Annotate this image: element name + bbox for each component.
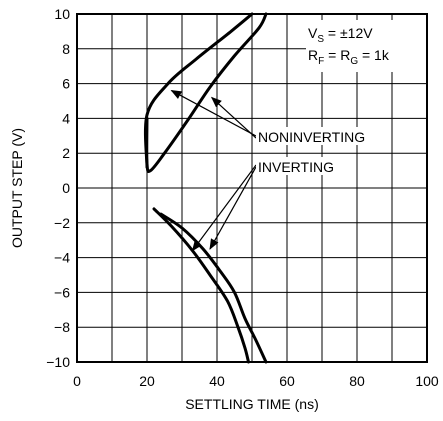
curve-3 xyxy=(152,207,250,364)
y-tick-label: 4 xyxy=(62,110,70,126)
resistor-label: RF = RG = 1k xyxy=(308,47,390,67)
y-tick-label: −6 xyxy=(54,284,70,300)
curve-1 xyxy=(143,12,254,169)
x-tick-label: 20 xyxy=(139,373,155,389)
y-tick-label: −10 xyxy=(46,354,70,370)
arrow-inverting-negative-2 xyxy=(209,166,257,250)
y-tick-label: 2 xyxy=(62,145,70,161)
x-tick-label: 80 xyxy=(349,373,365,389)
curve-2 xyxy=(145,12,268,173)
rg-r: = R xyxy=(324,47,350,63)
y-tick-label: −4 xyxy=(54,250,70,266)
y-tick-label: −2 xyxy=(54,215,70,231)
rf-sub: F xyxy=(318,56,324,67)
supply-value: = ±12V xyxy=(324,25,373,41)
x-axis-label: SETTLING TIME (ns) xyxy=(185,396,319,412)
rf-r: R xyxy=(308,47,318,63)
noninverting-label-bg xyxy=(256,127,384,145)
y-tick-labels: −10 −8 −6 −4 −2 0 2 4 6 8 10 xyxy=(46,6,70,370)
y-tick-label: 8 xyxy=(62,41,70,57)
y-tick-label: −8 xyxy=(54,319,70,335)
arrow-inverting-negative xyxy=(191,164,257,252)
y-tick-label: 6 xyxy=(62,76,70,92)
annotation-arrows xyxy=(170,90,257,252)
noninverting-label: NONINVERTING xyxy=(258,129,365,145)
arrow-noninverting-positive xyxy=(170,90,257,137)
conditions-background xyxy=(306,20,426,72)
arrow-noninverting-negative xyxy=(210,96,257,139)
y-axis-label: OUTPUT STEP (V) xyxy=(9,128,25,248)
y-tick-label: 10 xyxy=(54,6,70,22)
plot-frame xyxy=(76,13,428,363)
curve-4 xyxy=(159,212,268,364)
supply-v: V xyxy=(308,25,318,41)
supply-sub: S xyxy=(317,34,324,45)
x-tick-label: 100 xyxy=(415,373,439,389)
x-tick-label: 40 xyxy=(209,373,225,389)
rg-sub: G xyxy=(350,56,358,67)
resistor-value: = 1k xyxy=(358,47,390,63)
inverting-label: INVERTING xyxy=(258,159,334,175)
x-tick-labels: 0 20 40 60 80 100 xyxy=(73,373,439,389)
x-tick-label: 60 xyxy=(279,373,295,389)
grid-lines xyxy=(77,14,427,362)
x-tick-label: 0 xyxy=(73,373,81,389)
supply-voltage-label: VS = ±12V xyxy=(308,25,373,45)
inverting-label-bg xyxy=(256,157,348,175)
y-tick-label: 0 xyxy=(62,180,70,196)
curves xyxy=(143,12,268,364)
